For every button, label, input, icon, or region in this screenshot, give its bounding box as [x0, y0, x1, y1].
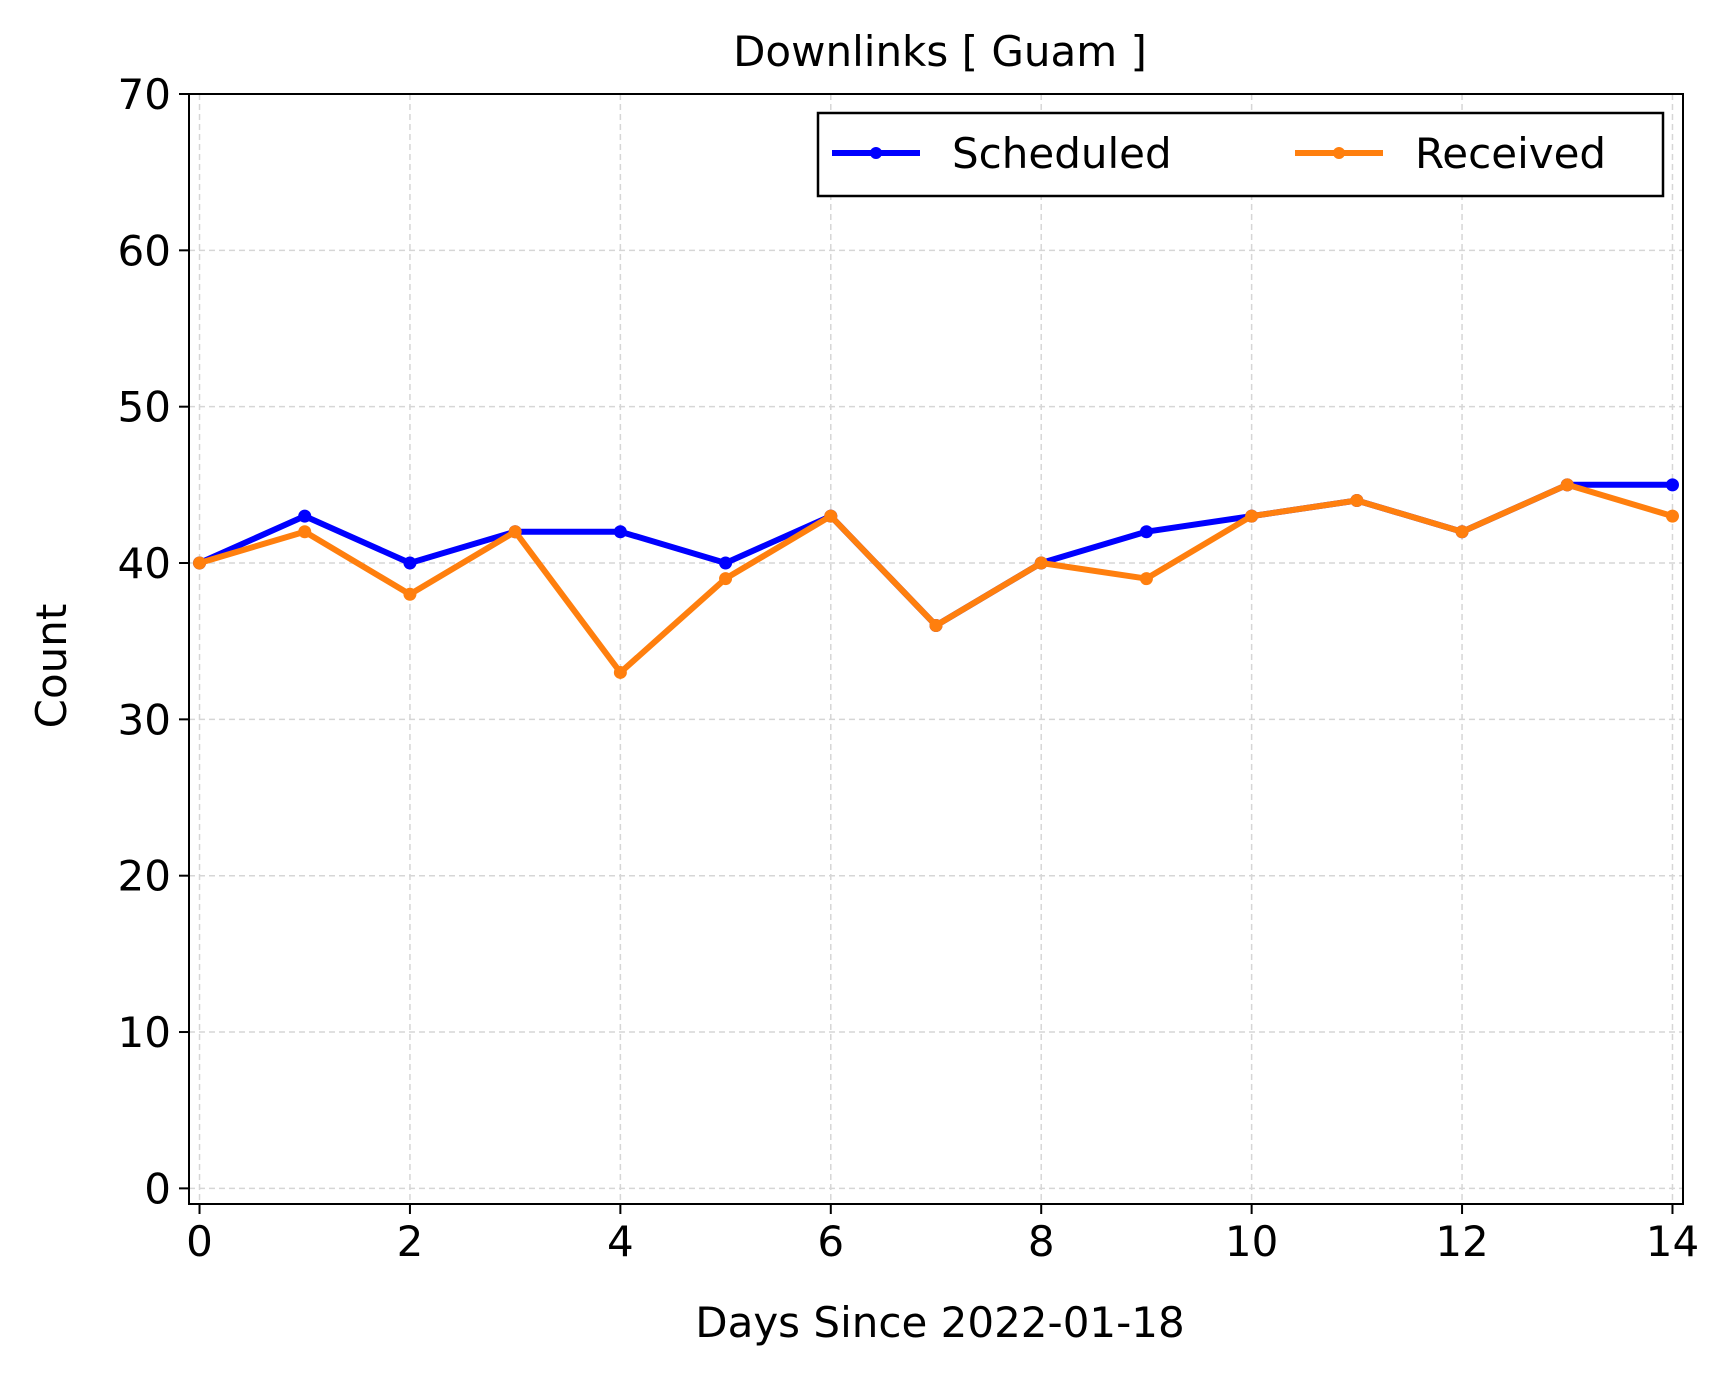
data-point-received [1350, 493, 1364, 507]
plot-area-frame [188, 93, 1684, 1205]
data-point-received [929, 619, 943, 633]
data-point-scheduled [1665, 478, 1679, 492]
data-point-received [1245, 509, 1259, 523]
legend-marker-scheduled [870, 147, 882, 159]
y-tick-label: 40 [118, 539, 171, 588]
x-tick-label: 14 [1646, 1217, 1699, 1266]
data-point-received [1560, 478, 1574, 492]
legend-marker-received [1333, 147, 1345, 159]
series-lines [193, 478, 1679, 679]
gridlines [189, 93, 1683, 1204]
x-tick-label: 2 [397, 1217, 424, 1266]
y-tick-label: 20 [118, 852, 171, 901]
data-point-received [403, 587, 417, 601]
data-point-received [1455, 525, 1469, 539]
data-point-received [1665, 509, 1679, 523]
data-point-received [613, 665, 627, 679]
legend-label-received: Received [1415, 129, 1606, 178]
x-tick-label: 6 [817, 1217, 844, 1266]
legend-box [816, 111, 1665, 198]
x-tick-label: 12 [1435, 1217, 1488, 1266]
data-point-scheduled [1139, 525, 1153, 539]
data-point-received [824, 509, 838, 523]
y-tick-label: 10 [118, 1008, 171, 1057]
data-point-scheduled [719, 556, 733, 570]
x-axis-label: Days Since 2022-01-18 [695, 1298, 1184, 1347]
data-point-scheduled [298, 509, 312, 523]
data-point-received [298, 525, 312, 539]
y-tick-label: 30 [118, 695, 171, 744]
y-axis-label: Count [27, 604, 76, 729]
data-point-received [508, 525, 522, 539]
legend-label-scheduled: Scheduled [952, 129, 1172, 178]
data-point-received [1034, 556, 1048, 570]
x-tick-label: 8 [1028, 1217, 1055, 1266]
y-tick-label: 60 [118, 226, 171, 275]
y-tick-label: 70 [118, 70, 171, 119]
x-tick-label: 0 [186, 1217, 213, 1266]
data-point-received [719, 572, 733, 586]
x-tick-label: 10 [1225, 1217, 1278, 1266]
data-point-scheduled [403, 556, 417, 570]
chart-legend: Scheduled Received [816, 111, 1665, 198]
y-tick-label: 0 [144, 1164, 171, 1213]
chart-title: Downlinks [ Guam ] [733, 27, 1147, 76]
data-point-received [193, 556, 207, 570]
x-tick-label: 4 [607, 1217, 634, 1266]
axis-ticks: 0 2 4 6 8 10 12 14 0 10 20 30 40 50 60 70 [118, 70, 1700, 1266]
y-tick-label: 50 [118, 383, 171, 432]
data-point-scheduled [613, 525, 627, 539]
data-point-received [1139, 572, 1153, 586]
